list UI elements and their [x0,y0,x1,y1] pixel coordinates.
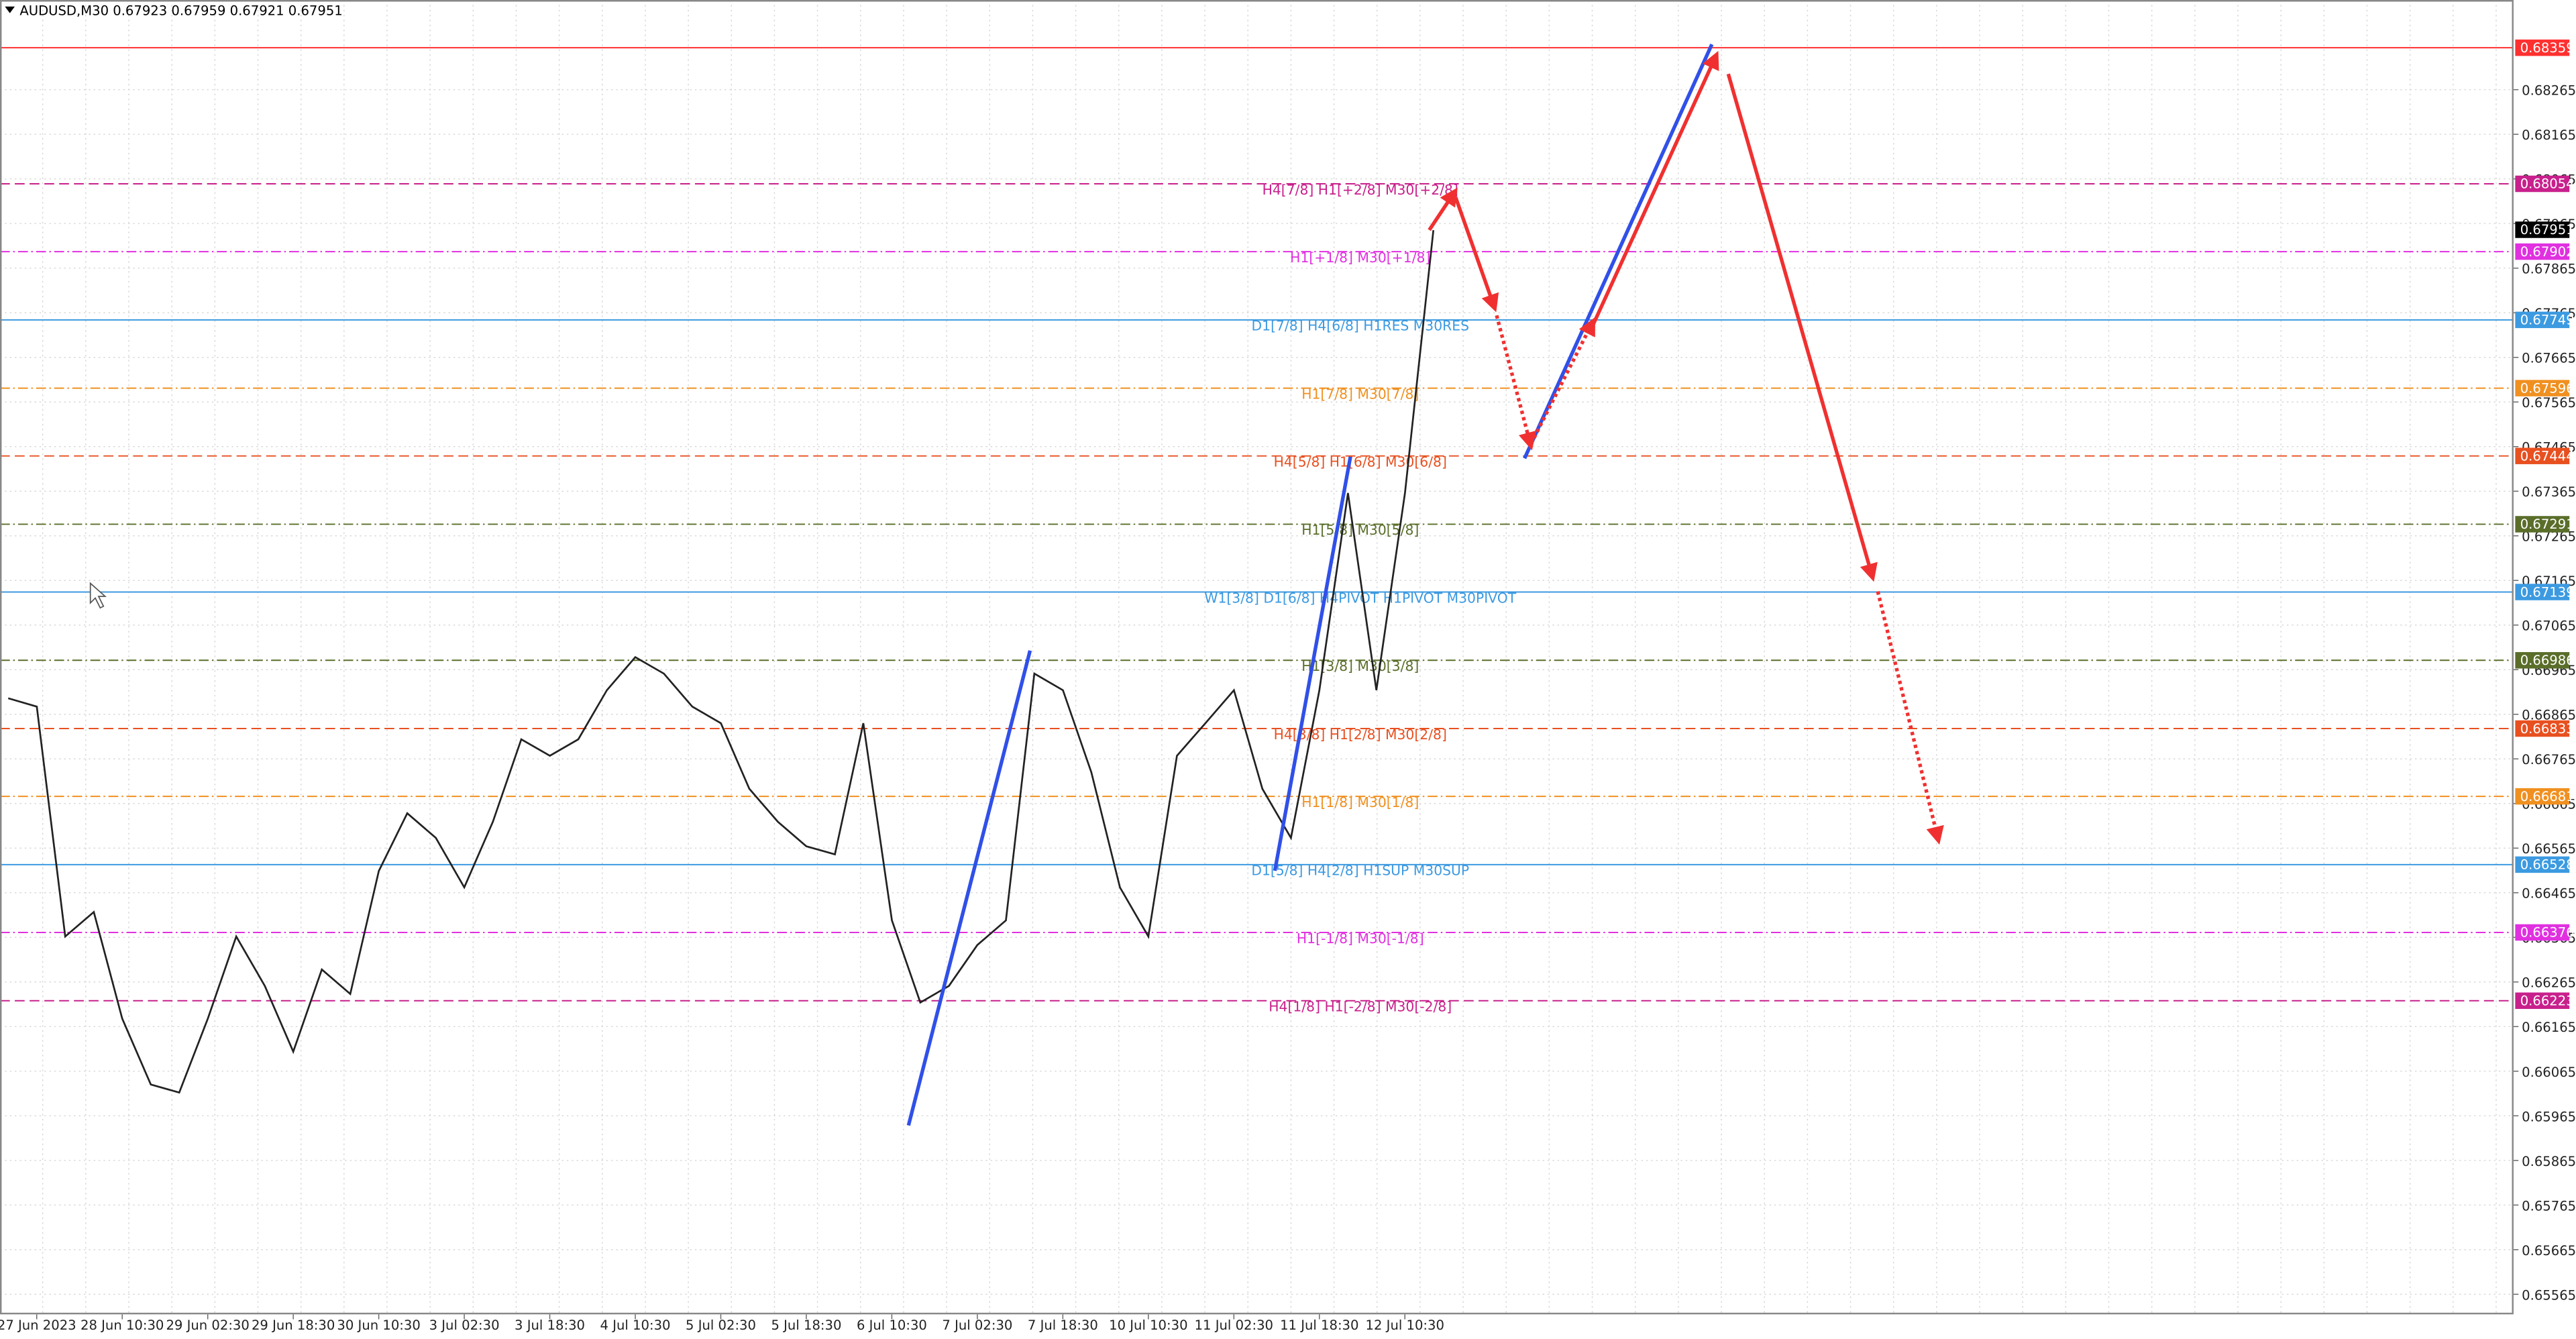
level-label: H1[5/8] M30[5/8] [1301,522,1419,538]
price-box-label: 0.68359 [2520,40,2575,56]
axes: 0.682650.681650.680650.679650.678650.677… [0,39,2576,1333]
price-box [2515,516,2570,533]
price-box [2515,652,2570,669]
price-line [7,229,1435,1094]
forecast-drawings [906,44,1944,1126]
x-tick-label: 6 Jul 10:30 [857,1318,927,1333]
x-tick-label: 5 Jul 18:30 [771,1318,841,1333]
y-tick-label: 0.65865 [2522,1154,2576,1169]
price-box-label: 0.67291 [2520,517,2575,532]
level-label: H1[3/8] M30[3/8] [1301,658,1419,674]
forecast-arrow [1454,196,1499,313]
x-tick-label: 11 Jul 02:30 [1195,1318,1273,1333]
price-box-label: 0.66223 [2520,993,2575,1008]
x-tick-label: 11 Jul 18:30 [1280,1318,1358,1333]
trend-line [1523,44,1714,460]
price-box-label: 0.67139 [2520,584,2575,600]
x-tick-label: 10 Jul 10:30 [1109,1318,1187,1333]
menu-icon[interactable] [5,6,15,13]
y-tick-label: 0.68165 [2522,127,2576,143]
levels: H4[7/8] H1[+2/8] M30[+2/8] H1[+1/8] M30[+… [0,47,2514,1015]
level-label: H1[1/8] M30[1/8] [1301,794,1419,810]
price-box-label: 0.66833 [2520,721,2575,737]
price-box [2515,243,2570,260]
y-tick-label: 0.67365 [2522,484,2576,500]
price-box-label: 0.67596 [2520,380,2575,396]
x-tick-label: 29 Jun 02:30 [166,1318,249,1333]
y-tick-label: 0.66565 [2522,841,2576,857]
x-tick-label: 3 Jul 18:30 [515,1318,585,1333]
current-price-box [2515,221,2570,238]
price-box-label: 0.68054 [2520,176,2575,192]
price-box-label: 0.66986 [2520,653,2575,668]
price-box [2515,924,2570,941]
chart-title: AUDUSD,M30 0.67923 0.67959 0.67921 0.679… [19,3,342,19]
price-box-label: 0.67749 [2520,313,2575,328]
y-tick-label: 0.66465 [2522,886,2576,902]
y-tick-label: 0.67265 [2522,529,2576,545]
price-box [2515,175,2570,193]
price-box-label: 0.66528 [2520,857,2575,873]
y-tick-label: 0.66065 [2522,1065,2576,1080]
price-box [2515,856,2570,873]
x-tick-label: 3 Jul 02:30 [429,1318,500,1333]
level-label: W1[3/8] D1[6/8] H4PIVOT H1PIVOT M30PIVOT [1204,590,1516,606]
x-tick-label: 27 Jun 2023 [0,1318,76,1333]
x-tick-label: 30 Jun 10:30 [337,1318,420,1333]
y-tick-label: 0.67665 [2522,351,2576,366]
x-tick-label: 28 Jun 10:30 [80,1318,164,1333]
price-box-label: 0.66681 [2520,789,2575,804]
y-tick-label: 0.66165 [2522,1020,2576,1035]
x-tick-label: 7 Jul 18:30 [1028,1318,1098,1333]
level-label: H1[+1/8] M30[+1/8] [1290,250,1430,266]
price-box [2515,720,2570,737]
price-box [2515,311,2570,329]
trend-line [906,650,1032,1126]
x-tick-label: 4 Jul 10:30 [600,1318,671,1333]
price-box-label: 0.67902 [2520,244,2575,260]
x-tick-label: 29 Jun 18:30 [252,1318,335,1333]
y-tick-label: 0.65665 [2522,1243,2576,1258]
current-price-label: 0.67951 [2520,222,2575,237]
forecast-arrow [1495,315,1537,451]
grid [0,0,2514,1315]
level-label: H4[1/8] H1[-2/8] M30[-2/8] [1269,999,1452,1015]
y-tick-label: 0.68265 [2522,83,2576,99]
price-box-label: 0.66376 [2520,925,2575,941]
y-tick-label: 0.65965 [2522,1109,2576,1124]
level-label: H1[-1/8] M30[-1/8] [1297,930,1424,947]
level-label: H4[5/8] H1[6/8] M30[6/8] [1274,453,1447,470]
y-tick-label: 0.67065 [2522,619,2576,634]
level-label: D1[7/8] H4[6/8] H1RES M30RES [1252,318,1469,334]
level-label: D1[5/8] H4[2/8] H1SUP M30SUP [1251,863,1469,879]
forecast-arrow [1428,187,1458,231]
price-box [2515,39,2570,56]
level-label: H4[7/8] H1[+2/8] M30[+2/8] [1263,182,1458,198]
y-tick-label: 0.66865 [2522,708,2576,723]
price-box [2515,584,2570,600]
y-tick-label: 0.65565 [2522,1287,2576,1303]
y-tick-label: 0.67565 [2522,395,2576,411]
y-tick-label: 0.66265 [2522,975,2576,991]
series [7,229,1435,1094]
plot-frame [0,0,2514,1315]
trend-line [1273,456,1352,871]
mouse-cursor [89,582,107,609]
x-tick-label: 7 Jul 02:30 [942,1318,1012,1333]
y-tick-label: 0.66765 [2522,752,2576,767]
forecast-arrow [1726,73,1878,582]
price-box [2515,788,2570,805]
x-tick-label: 12 Jul 10:30 [1366,1318,1444,1333]
price-box [2515,447,2570,464]
y-tick-label: 0.65765 [2522,1198,2576,1214]
level-label: H1[7/8] M30[7/8] [1301,386,1419,402]
price-box-label: 0.67444 [2520,448,2575,464]
y-tick-label: 0.67865 [2522,262,2576,277]
price-box [2515,992,2570,1009]
price-box [2515,380,2570,396]
x-tick-label: 5 Jul 02:30 [686,1318,756,1333]
forecast-arrow [1592,50,1719,325]
